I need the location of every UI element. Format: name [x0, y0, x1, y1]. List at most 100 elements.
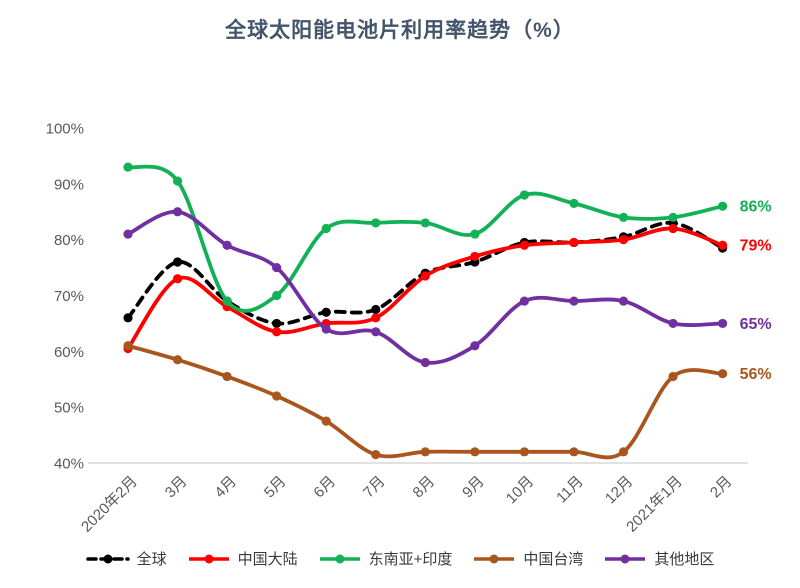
y-axis-tick: 40% [54, 455, 84, 472]
legend-label-taiwan: 中国台湾 [523, 551, 584, 568]
y-axis-tick: 100% [46, 121, 84, 138]
data-point-china-mainland [569, 237, 579, 248]
y-axis-tick: 70% [54, 288, 84, 305]
data-point-others [519, 296, 530, 306]
data-point-china-mainland [172, 274, 183, 284]
legend-dot-sample [335, 554, 345, 563]
x-axis-tick: 6月 [311, 473, 340, 502]
x-axis-tick: 11月 [553, 473, 587, 507]
x-axis-tick: 2020年2月 [78, 473, 141, 536]
data-point-taiwan [123, 341, 133, 351]
data-point-china-mainland [668, 223, 678, 234]
legend-marker-icon-sea-india [319, 554, 360, 563]
data-point-taiwan [272, 391, 282, 401]
data-point-taiwan [668, 371, 678, 382]
data-point-sea-india [618, 212, 629, 222]
x-axis-tick: 10月 [503, 473, 537, 507]
data-point-taiwan [420, 447, 430, 457]
legend-label-china-mainland: 中国大陆 [237, 551, 298, 568]
legend: 全球 中国大陆 东南亚+印度 中国台湾 其他地区 [0, 548, 800, 569]
data-point-china-mainland [371, 313, 381, 323]
y-axis-tick: 60% [54, 344, 84, 361]
data-point-taiwan [718, 369, 728, 379]
legend-item-sea-india: 东南亚+印度 [318, 548, 453, 569]
data-point-global [321, 307, 331, 317]
data-point-others [668, 318, 678, 329]
data-point-global [172, 257, 183, 267]
data-point-others [618, 296, 629, 306]
series-end-label-china-mainland: 79% [740, 238, 772, 255]
y-axis-tick: 50% [54, 400, 84, 417]
x-axis-tick: 4月 [211, 473, 240, 502]
legend-item-china-mainland: 中国大陆 [187, 548, 298, 569]
data-point-global [272, 318, 282, 329]
series-end-label-sea-india: 86% [740, 199, 772, 216]
data-point-sea-india [272, 290, 282, 301]
line-chart: 40% 50% 60% 70% 80% 90% 100% 2020年2月 3月 4月 5月 6月 7月 8… [46, 121, 772, 536]
data-point-taiwan [321, 416, 331, 426]
legend-marker-icon-china-mainland [188, 554, 229, 563]
data-point-others [172, 207, 183, 217]
x-axis-tick: 7月 [360, 473, 389, 502]
data-point-taiwan [618, 447, 629, 457]
legend-item-taiwan: 中国台湾 [472, 548, 583, 569]
y-axis-tick: 90% [54, 176, 84, 193]
data-point-sea-india [420, 218, 430, 228]
y-axis-tick: 80% [54, 232, 84, 249]
data-point-taiwan [470, 447, 480, 457]
data-point-taiwan [222, 371, 232, 382]
data-point-sea-india [569, 198, 579, 208]
x-axis-tick: 3月 [162, 473, 191, 502]
data-point-taiwan [172, 355, 183, 365]
legend-dot-sample [489, 554, 499, 563]
legend-marker-icon-global [85, 554, 130, 563]
data-point-sea-india [172, 176, 183, 186]
x-axis-tick: 9月 [459, 473, 488, 502]
legend-label-others: 其他地区 [654, 551, 715, 568]
x-axis-tick: 5月 [261, 473, 290, 502]
data-point-others [272, 262, 282, 273]
chart-title: 全球太阳能电池片利用率趋势（%） [225, 19, 575, 42]
legend-label-global: 全球 [136, 551, 167, 568]
data-point-china-mainland [618, 235, 629, 245]
data-point-taiwan [569, 447, 579, 457]
series-line-china-mainland [126, 226, 724, 350]
data-point-others [222, 240, 232, 250]
data-point-china-mainland [470, 251, 480, 262]
data-point-others [569, 296, 579, 306]
data-point-others [321, 324, 331, 334]
legend-marker-icon-taiwan [474, 554, 515, 563]
data-point-sea-india [371, 218, 381, 228]
data-point-sea-india [222, 296, 232, 306]
data-point-global [371, 304, 381, 315]
series-end-label-others: 65% [740, 316, 772, 333]
legend-item-global: 全球 [85, 548, 167, 569]
data-point-others [718, 318, 728, 329]
data-point-china-mainland [420, 271, 430, 281]
data-point-china-mainland [519, 240, 530, 250]
data-point-china-mainland [272, 327, 282, 337]
legend-marker-icon-others [605, 554, 646, 563]
data-point-others [470, 341, 480, 351]
data-point-sea-india [668, 212, 678, 222]
series-end-label-taiwan: 56% [740, 366, 772, 383]
data-point-sea-india [123, 162, 133, 172]
data-point-sea-india [718, 201, 728, 211]
data-point-china-mainland [718, 240, 728, 250]
legend-item-others: 其他地区 [603, 548, 714, 569]
x-axis-tick: 8月 [410, 473, 439, 502]
x-axis-tick: 12月 [602, 473, 636, 507]
legend-label-sea-india: 东南亚+印度 [368, 551, 453, 568]
data-point-sea-india [321, 223, 331, 234]
data-point-taiwan [519, 447, 530, 457]
data-point-taiwan [371, 450, 381, 460]
legend-dot-sample [204, 554, 214, 563]
data-point-global [123, 313, 133, 323]
legend-dot-sample [620, 554, 630, 563]
data-point-sea-india [519, 190, 530, 200]
x-axis-tick: 2月 [707, 473, 736, 502]
data-point-sea-india [470, 229, 480, 239]
legend-dot-sample [103, 554, 113, 563]
data-point-others [420, 357, 430, 368]
